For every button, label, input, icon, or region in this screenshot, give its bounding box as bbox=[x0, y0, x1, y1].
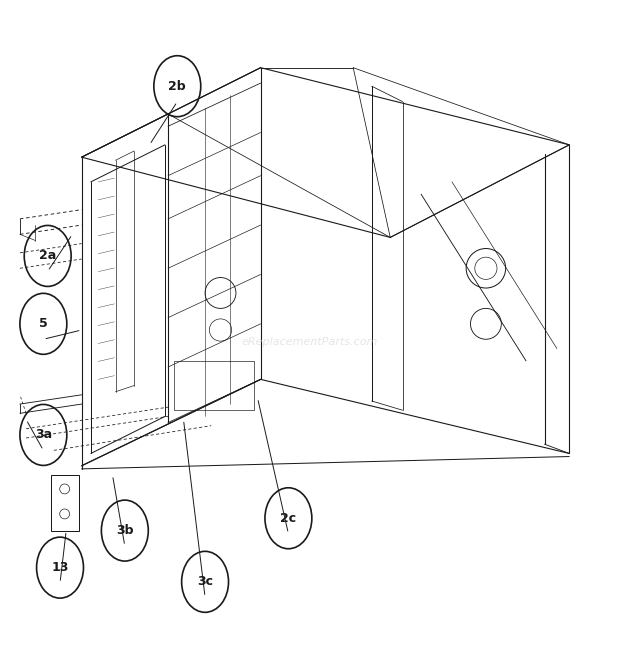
Ellipse shape bbox=[265, 488, 312, 548]
Bar bbox=[51, 475, 79, 531]
Ellipse shape bbox=[182, 551, 229, 612]
Ellipse shape bbox=[20, 293, 67, 354]
Text: 2b: 2b bbox=[169, 80, 186, 92]
Ellipse shape bbox=[20, 405, 67, 465]
Text: 2c: 2c bbox=[280, 512, 296, 525]
Text: 3c: 3c bbox=[197, 576, 213, 588]
Text: 13: 13 bbox=[51, 561, 69, 574]
Text: eReplacementParts.com: eReplacementParts.com bbox=[242, 337, 378, 347]
Ellipse shape bbox=[24, 226, 71, 286]
Text: 5: 5 bbox=[39, 317, 48, 330]
Ellipse shape bbox=[102, 500, 148, 561]
Ellipse shape bbox=[154, 55, 201, 117]
Text: 3a: 3a bbox=[35, 428, 52, 442]
Text: 3b: 3b bbox=[116, 524, 133, 537]
Ellipse shape bbox=[37, 537, 84, 598]
Text: 2a: 2a bbox=[39, 249, 56, 263]
